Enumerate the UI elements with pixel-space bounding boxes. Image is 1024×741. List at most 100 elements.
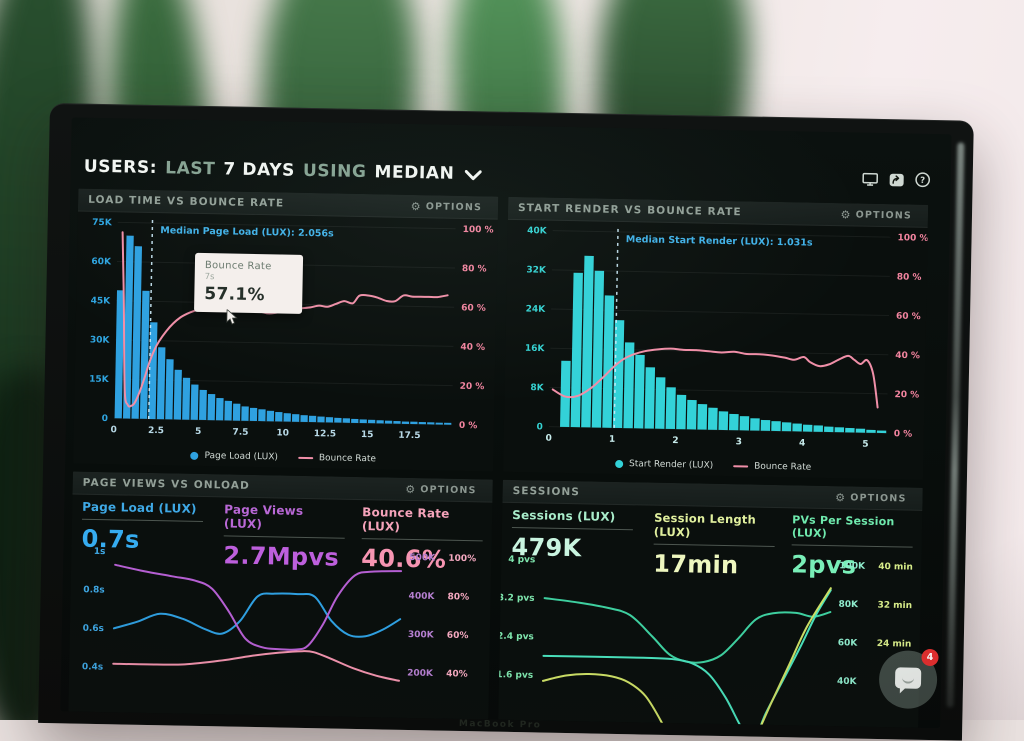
- svg-text:200K: 200K: [407, 668, 434, 679]
- mouse-cursor-icon: [226, 309, 240, 325]
- svg-text:?: ?: [920, 176, 925, 186]
- svg-text:2.4 pvs: 2.4 pvs: [498, 632, 534, 643]
- metric-label: PVs Per Session (LUX): [792, 513, 914, 547]
- chart-legend: Page Load (LUX) Bounce Rate: [73, 449, 493, 467]
- metric-label: Session Length (LUX): [654, 511, 776, 547]
- page-views-chart[interactable]: 1s0.8s0.6s0.4s500K400K300K200K100%80%60%…: [68, 546, 491, 719]
- svg-text:2: 2: [672, 436, 678, 446]
- title-last: LAST: [165, 158, 216, 179]
- metric-label: Bounce Rate (LUX): [362, 505, 484, 541]
- options-label: OPTIONS: [420, 484, 477, 496]
- chart-legend: Start Render (LUX) Bounce Rate: [503, 457, 923, 475]
- svg-text:5: 5: [195, 427, 201, 437]
- svg-text:40 %: 40 %: [460, 343, 485, 353]
- svg-text:0: 0: [102, 414, 108, 424]
- legend-dot-icon: [190, 452, 198, 460]
- svg-text:15: 15: [361, 430, 374, 440]
- svg-text:3: 3: [736, 437, 742, 447]
- gear-icon: ⚙: [841, 209, 852, 220]
- display-icon[interactable]: [862, 171, 879, 186]
- legend-dot-icon: [615, 460, 623, 468]
- svg-text:80K: 80K: [838, 600, 859, 610]
- users-filter-dropdown[interactable]: USERS: LAST 7 DAYS USING MEDIAN: [83, 152, 481, 190]
- svg-text:60K: 60K: [838, 638, 859, 648]
- chevron-down-icon: [464, 169, 481, 180]
- options-label: OPTIONS: [856, 209, 913, 221]
- svg-text:300K: 300K: [408, 630, 435, 641]
- svg-text:0.8s: 0.8s: [83, 585, 105, 595]
- title-7days: 7 DAYS: [223, 159, 295, 180]
- svg-text:80 %: 80 %: [462, 264, 487, 274]
- chat-badge: 4: [921, 649, 938, 666]
- svg-text:1s: 1s: [94, 547, 106, 557]
- svg-text:3.2 pvs: 3.2 pvs: [498, 593, 534, 604]
- svg-text:0 %: 0 %: [894, 429, 913, 439]
- svg-text:Median Start Render (LUX): 1.0: Median Start Render (LUX): 1.031s: [626, 234, 813, 249]
- svg-text:100 %: 100 %: [897, 233, 927, 244]
- panel-title: SESSIONS: [513, 485, 581, 498]
- svg-text:32 min: 32 min: [877, 600, 912, 611]
- svg-text:1.6 pvs: 1.6 pvs: [498, 670, 533, 681]
- legend-label: Bounce Rate: [754, 462, 811, 473]
- help-icon[interactable]: ?: [915, 172, 931, 188]
- dashboard-screen: USERS: LAST 7 DAYS USING MEDIAN ? LOAD: [60, 117, 951, 728]
- svg-text:24K: 24K: [526, 305, 547, 315]
- svg-text:20 %: 20 %: [894, 390, 919, 400]
- chat-widget-button[interactable]: 4: [879, 650, 938, 709]
- svg-text:40K: 40K: [837, 677, 858, 687]
- legend-line-icon: [298, 457, 313, 460]
- chat-bubble-icon: [895, 667, 921, 688]
- svg-text:80%: 80%: [447, 592, 469, 602]
- svg-text:15K: 15K: [89, 375, 110, 385]
- panel-sessions: SESSIONS ⚙ OPTIONS Sessions (LUX) 479K S…: [498, 480, 923, 728]
- toolbar: ?: [862, 171, 931, 188]
- legend-label: Start Render (LUX): [629, 459, 713, 471]
- options-button[interactable]: ⚙ OPTIONS: [829, 491, 913, 506]
- legend-label: Page Load (LUX): [204, 451, 278, 462]
- svg-text:100K: 100K: [839, 561, 866, 572]
- panel-title: START RENDER VS BOUNCE RATE: [518, 202, 742, 218]
- gear-icon: ⚙: [411, 200, 422, 211]
- legend-line-icon: [733, 465, 748, 468]
- options-button[interactable]: ⚙ OPTIONS: [399, 482, 483, 497]
- svg-text:40 %: 40 %: [895, 351, 920, 361]
- options-button[interactable]: ⚙ OPTIONS: [405, 199, 489, 214]
- title-median: MEDIAN: [374, 162, 454, 184]
- svg-text:0: 0: [545, 434, 551, 444]
- svg-text:20 %: 20 %: [460, 382, 485, 392]
- svg-text:60 %: 60 %: [896, 312, 921, 322]
- svg-text:Median Page Load (LUX): 2.056s: Median Page Load (LUX): 2.056s: [160, 225, 334, 239]
- svg-text:2.5: 2.5: [148, 426, 164, 436]
- options-label: OPTIONS: [426, 201, 483, 213]
- svg-text:1: 1: [609, 435, 615, 445]
- svg-text:60%: 60%: [447, 631, 469, 641]
- chart-tooltip: Bounce Rate 7s 57.1%: [194, 253, 303, 314]
- gear-icon: ⚙: [405, 483, 416, 494]
- gear-icon: ⚙: [835, 492, 846, 503]
- svg-text:0: 0: [111, 425, 117, 435]
- metric-label: Page Views (LUX): [224, 502, 346, 538]
- svg-text:10: 10: [276, 428, 289, 438]
- options-button[interactable]: ⚙ OPTIONS: [834, 208, 918, 223]
- svg-text:60 %: 60 %: [461, 303, 486, 313]
- tooltip-sub: 7s: [205, 272, 293, 284]
- svg-text:30K: 30K: [90, 335, 111, 345]
- svg-text:500K: 500K: [409, 553, 436, 564]
- svg-text:60K: 60K: [91, 257, 112, 267]
- svg-text:40K: 40K: [527, 226, 548, 236]
- svg-text:40 min: 40 min: [878, 562, 913, 573]
- svg-text:0.6s: 0.6s: [83, 624, 105, 634]
- panel-title: LOAD TIME VS BOUNCE RATE: [88, 194, 284, 210]
- svg-text:7.5: 7.5: [232, 428, 248, 438]
- svg-text:400K: 400K: [408, 591, 435, 602]
- svg-text:75K: 75K: [92, 218, 113, 228]
- title-using: USING: [303, 161, 367, 182]
- svg-text:32K: 32K: [526, 265, 547, 275]
- svg-text:24 min: 24 min: [877, 639, 912, 650]
- share-icon[interactable]: [889, 172, 905, 187]
- metric-label: Page Load (LUX): [82, 500, 203, 522]
- title-users: USERS:: [84, 157, 158, 178]
